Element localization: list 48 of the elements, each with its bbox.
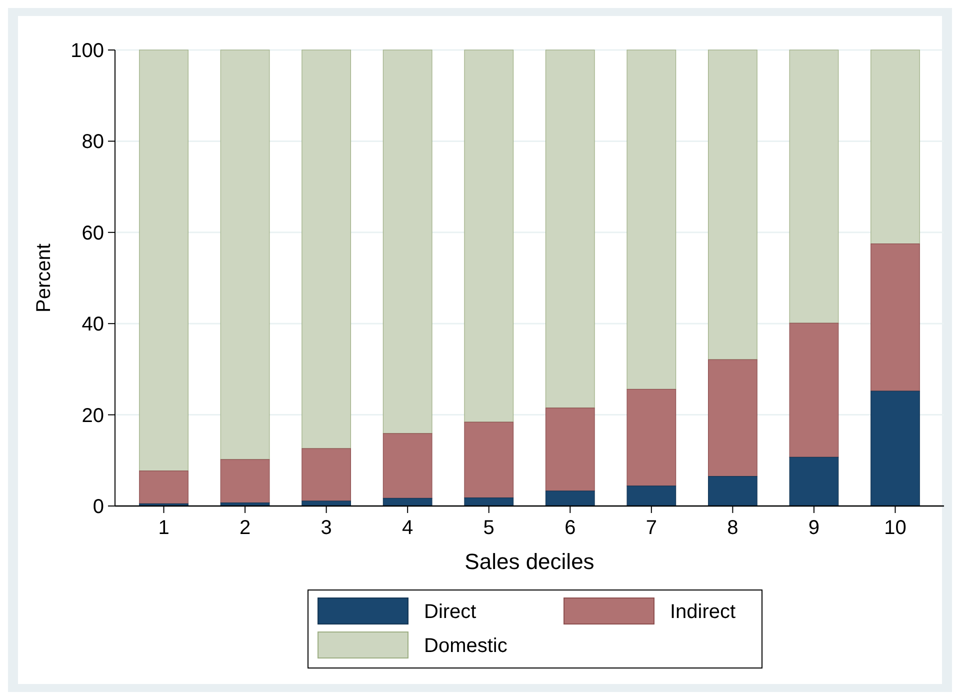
x-tick-label: 4	[402, 517, 414, 539]
bar	[870, 50, 920, 244]
legend-label: Indirect	[670, 601, 736, 623]
bar	[708, 359, 758, 477]
bar	[139, 470, 188, 504]
x-tick-label: 8	[727, 517, 738, 539]
x-axis-title: Sales deciles	[464, 549, 594, 574]
bar	[545, 490, 595, 506]
bar	[382, 433, 432, 499]
bar	[708, 476, 758, 506]
bar	[382, 50, 432, 434]
bar	[870, 244, 920, 392]
y-tick-label: 40	[82, 314, 104, 336]
legend-label: Domestic	[424, 635, 508, 657]
y-tick-label: 20	[82, 404, 104, 427]
bar	[870, 390, 920, 506]
x-tick-label: 6	[564, 517, 576, 539]
bar	[626, 486, 676, 506]
bar	[302, 448, 351, 502]
bar	[789, 456, 839, 506]
y-tick-label: 100	[70, 40, 104, 62]
legend-label: Direct	[424, 601, 477, 623]
y-tick-label: 60	[82, 222, 104, 244]
bar	[220, 50, 270, 460]
bar	[626, 388, 676, 486]
bar	[545, 408, 595, 492]
bar	[382, 498, 432, 506]
x-tick-label: 2	[239, 517, 251, 539]
bar	[139, 50, 188, 472]
x-tick-label: 1	[158, 517, 170, 539]
bar	[789, 50, 839, 324]
bar	[464, 50, 514, 422]
y-tick-label: 0	[92, 496, 104, 518]
bar	[626, 50, 676, 390]
bar	[220, 459, 270, 504]
bar	[464, 497, 514, 506]
x-tick-label: 9	[808, 517, 820, 539]
bar	[464, 422, 514, 498]
x-tick-label: 3	[320, 517, 332, 539]
y-tick-label: 80	[82, 131, 104, 154]
x-tick-label: 5	[483, 517, 494, 539]
bar	[708, 50, 758, 360]
x-tick-label: 10	[884, 517, 906, 539]
bar	[789, 322, 839, 458]
y-axis-title: Percent	[33, 243, 55, 312]
bar	[545, 50, 595, 408]
x-tick-label: 7	[646, 517, 657, 539]
bar	[302, 50, 351, 449]
